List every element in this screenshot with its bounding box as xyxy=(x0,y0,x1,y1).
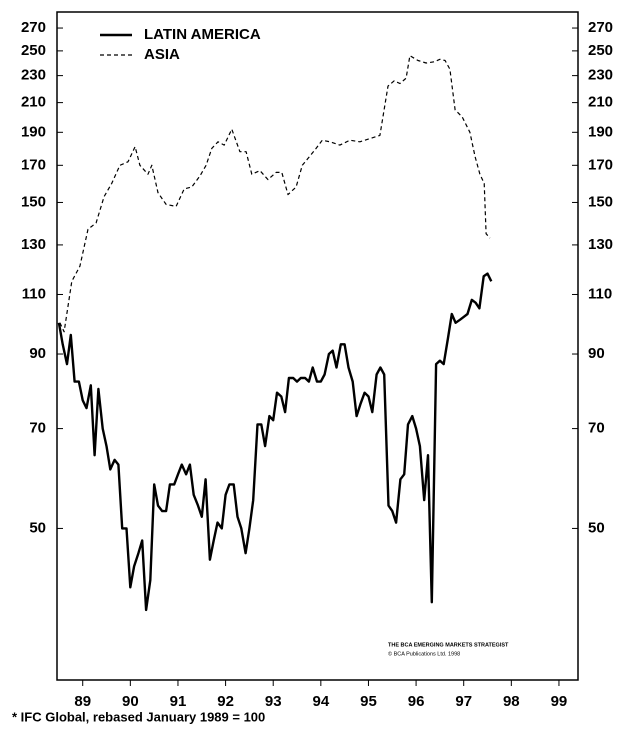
y2-tick-label: 110 xyxy=(588,285,612,302)
y-tick-label: 130 xyxy=(21,236,46,253)
y-tick-label: 70 xyxy=(29,420,46,437)
y2-tick-label: 270 xyxy=(588,19,613,36)
y-tick-label: 230 xyxy=(21,67,46,84)
y2-tick-label: 230 xyxy=(588,67,613,84)
series-line xyxy=(57,272,493,612)
y2-tick-label: 90 xyxy=(588,345,605,362)
x-tick-label: 96 xyxy=(408,693,425,710)
y2-tick-label: 170 xyxy=(588,156,613,173)
y2-tick-label: 130 xyxy=(588,236,613,253)
y-tick-label: 190 xyxy=(21,123,46,140)
series-line xyxy=(59,55,491,333)
y2-tick-label: 250 xyxy=(588,42,613,59)
x-tick-label: 99 xyxy=(551,693,568,710)
source-line: THE BCA EMERGING MARKETS STRATEGIST xyxy=(388,642,509,648)
y-tick-label: 170 xyxy=(21,156,46,173)
y-tick-label: 110 xyxy=(22,285,46,302)
x-tick-label: 89 xyxy=(74,693,91,710)
y-tick-label: 50 xyxy=(29,519,46,536)
y2-tick-label: 50 xyxy=(588,519,605,536)
x-tick-label: 92 xyxy=(217,693,234,710)
y-tick-label: 270 xyxy=(21,19,46,36)
x-tick-label: 97 xyxy=(455,693,472,710)
x-tick-label: 95 xyxy=(360,693,377,710)
footnote: * IFC Global, rebased January 1989 = 100 xyxy=(12,709,265,724)
y2-tick-label: 70 xyxy=(588,420,605,437)
legend-label: LATIN AMERICA xyxy=(144,26,261,43)
y2-tick-label: 210 xyxy=(588,94,613,111)
y-tick-label: 90 xyxy=(29,345,46,362)
y-tick-label: 150 xyxy=(21,193,46,210)
x-tick-label: 90 xyxy=(122,693,139,710)
plot-frame xyxy=(56,11,579,681)
x-tick-label: 93 xyxy=(265,693,282,710)
y2-tick-label: 150 xyxy=(588,193,613,210)
y-tick-label: 210 xyxy=(21,94,46,111)
legend-label: ASIA xyxy=(144,46,180,63)
x-tick-label: 98 xyxy=(503,693,520,710)
source-line: © BCA Publications Ltd. 1998 xyxy=(388,650,460,657)
x-tick-label: 91 xyxy=(170,693,187,710)
x-tick-label: 94 xyxy=(312,693,329,710)
y-tick-label: 250 xyxy=(21,42,46,59)
y2-tick-label: 190 xyxy=(588,123,613,140)
